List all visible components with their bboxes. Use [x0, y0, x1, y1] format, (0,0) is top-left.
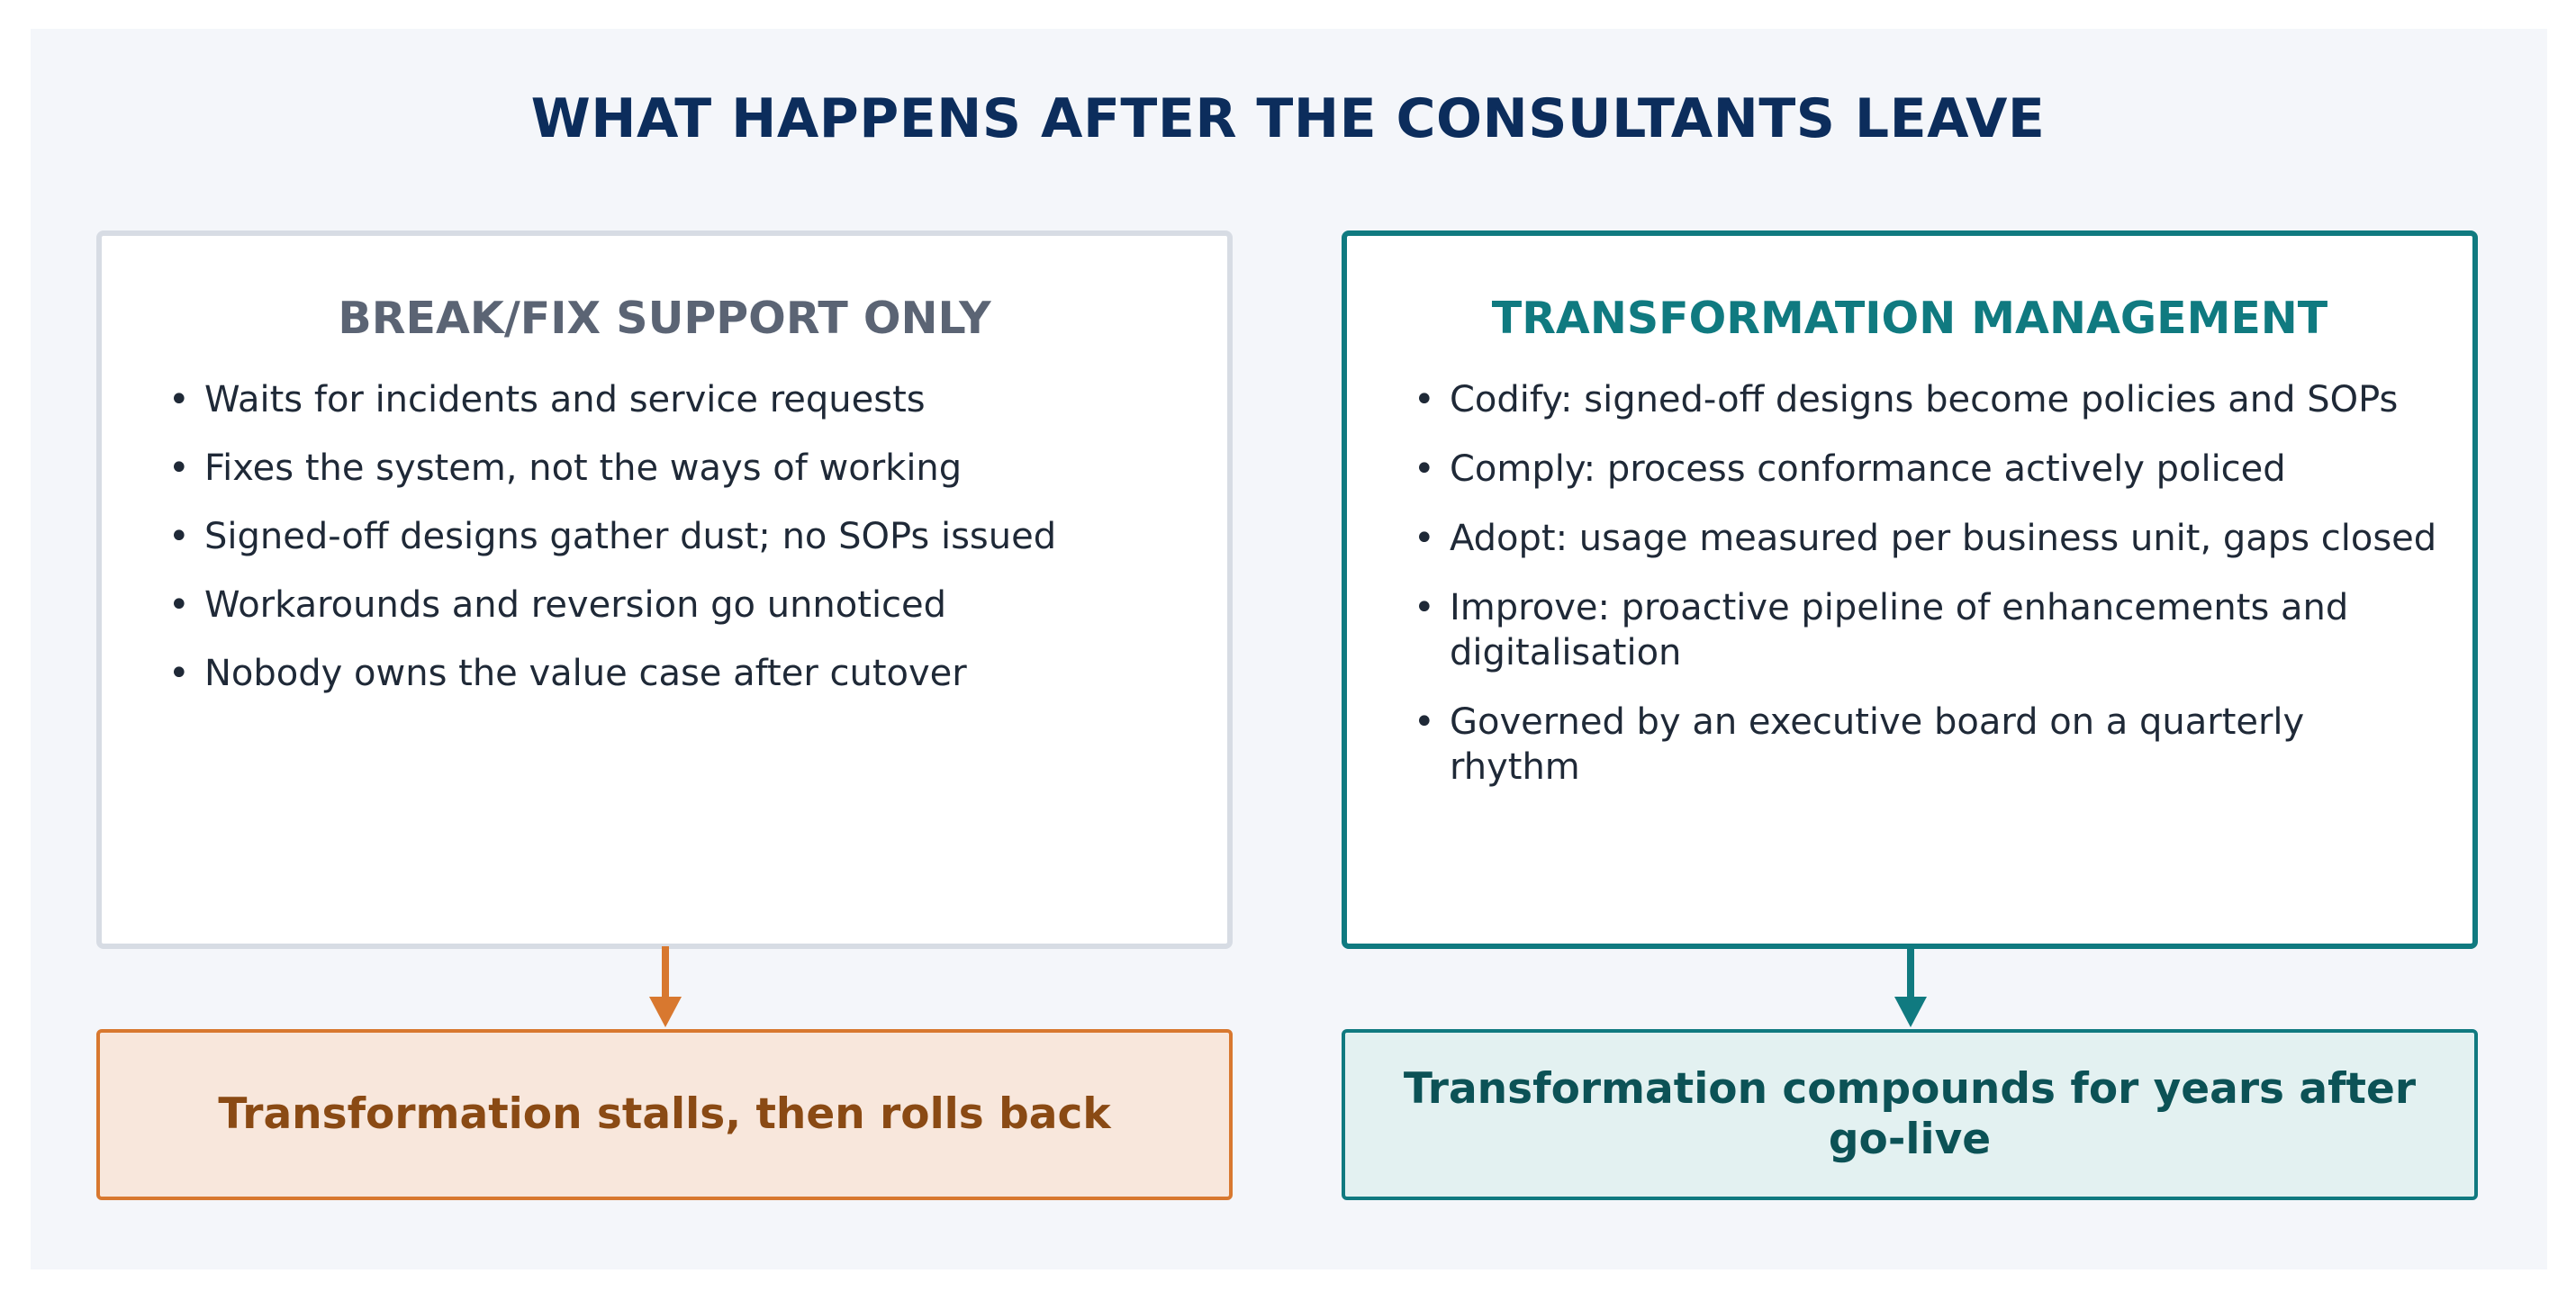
- break-fix-bullet: • Signed-off designs gather dust; no SOPs…: [168, 514, 1200, 559]
- bullet-text: Governed by an executive board on a quar…: [1450, 701, 2305, 788]
- transformation-management-bullet: • Governed by an executive board on a qua…: [1414, 700, 2445, 790]
- transformation-management-card: TRANSFORMATION MANAGEMENT • Codify: signe…: [1342, 230, 2478, 949]
- bullet-dot: •: [1414, 587, 1435, 628]
- bullet-text: Codify: signed-off designs become polici…: [1450, 379, 2399, 420]
- bullet-dot: •: [168, 653, 190, 694]
- bullet-dot: •: [168, 447, 190, 489]
- bullet-text: Adopt: usage measured per business unit,…: [1450, 518, 2437, 559]
- break-fix-card: BREAK/FIX SUPPORT ONLY • Waits for incide…: [96, 230, 1233, 949]
- transformation-management-heading: TRANSFORMATION MANAGEMENT: [1491, 293, 2328, 344]
- break-fix-heading: BREAK/FIX SUPPORT ONLY: [338, 293, 991, 344]
- transformation-outcome-text: Transformation compounds for years after…: [1403, 1064, 2417, 1164]
- bullet-dot: •: [1414, 448, 1435, 490]
- transformation-management-bullet-list: • Codify: signed-off designs become polic…: [1414, 377, 2445, 814]
- transformation-management-bullet: • Improve: proactive pipeline of enhancem…: [1414, 585, 2445, 675]
- down-arrow-icon: [649, 946, 682, 1027]
- break-fix-bullet: • Nobody owns the value case after cutove…: [168, 651, 1200, 696]
- bullet-text: Comply: process conformance actively pol…: [1450, 448, 2286, 490]
- down-arrow-icon: [1894, 946, 1927, 1027]
- bullet-text: Waits for incidents and service requests: [204, 379, 926, 420]
- bullet-dot: •: [1414, 518, 1435, 559]
- bullet-text: Signed-off designs gather dust; no SOPs …: [204, 516, 1057, 557]
- bullet-dot: •: [168, 516, 190, 557]
- break-fix-bullet: • Fixes the system, not the ways of worki…: [168, 446, 1200, 491]
- break-fix-outcome-text: Transformation stalls, then rolls back: [218, 1089, 1111, 1139]
- bullet-text: Fixes the system, not the ways of workin…: [204, 447, 963, 489]
- transformation-management-bullet: • Codify: signed-off designs become polic…: [1414, 377, 2445, 422]
- transformation-outcome-box: Transformation compounds for years after…: [1342, 1029, 2478, 1200]
- bullet-dot: •: [168, 584, 190, 626]
- bullet-text: Improve: proactive pipeline of enhanceme…: [1450, 587, 2349, 673]
- break-fix-bullet-list: • Waits for incidents and service request…: [168, 377, 1200, 719]
- bullet-dot: •: [168, 379, 190, 420]
- break-fix-bullet: • Waits for incidents and service request…: [168, 377, 1200, 422]
- break-fix-outcome-box: Transformation stalls, then rolls back: [96, 1029, 1233, 1200]
- bullet-text: Workarounds and reversion go unnoticed: [204, 584, 947, 626]
- bullet-dot: •: [1414, 379, 1435, 420]
- bullet-text: Nobody owns the value case after cutover: [204, 653, 967, 694]
- transformation-management-bullet: • Comply: process conformance actively po…: [1414, 447, 2445, 492]
- transformation-management-bullet: • Adopt: usage measured per business unit…: [1414, 516, 2445, 561]
- break-fix-bullet: • Workarounds and reversion go unnoticed: [168, 583, 1200, 628]
- bullet-dot: •: [1414, 701, 1435, 743]
- diagram-title: WHAT HAPPENS AFTER THE CONSULTANTS LEAVE: [530, 87, 2046, 150]
